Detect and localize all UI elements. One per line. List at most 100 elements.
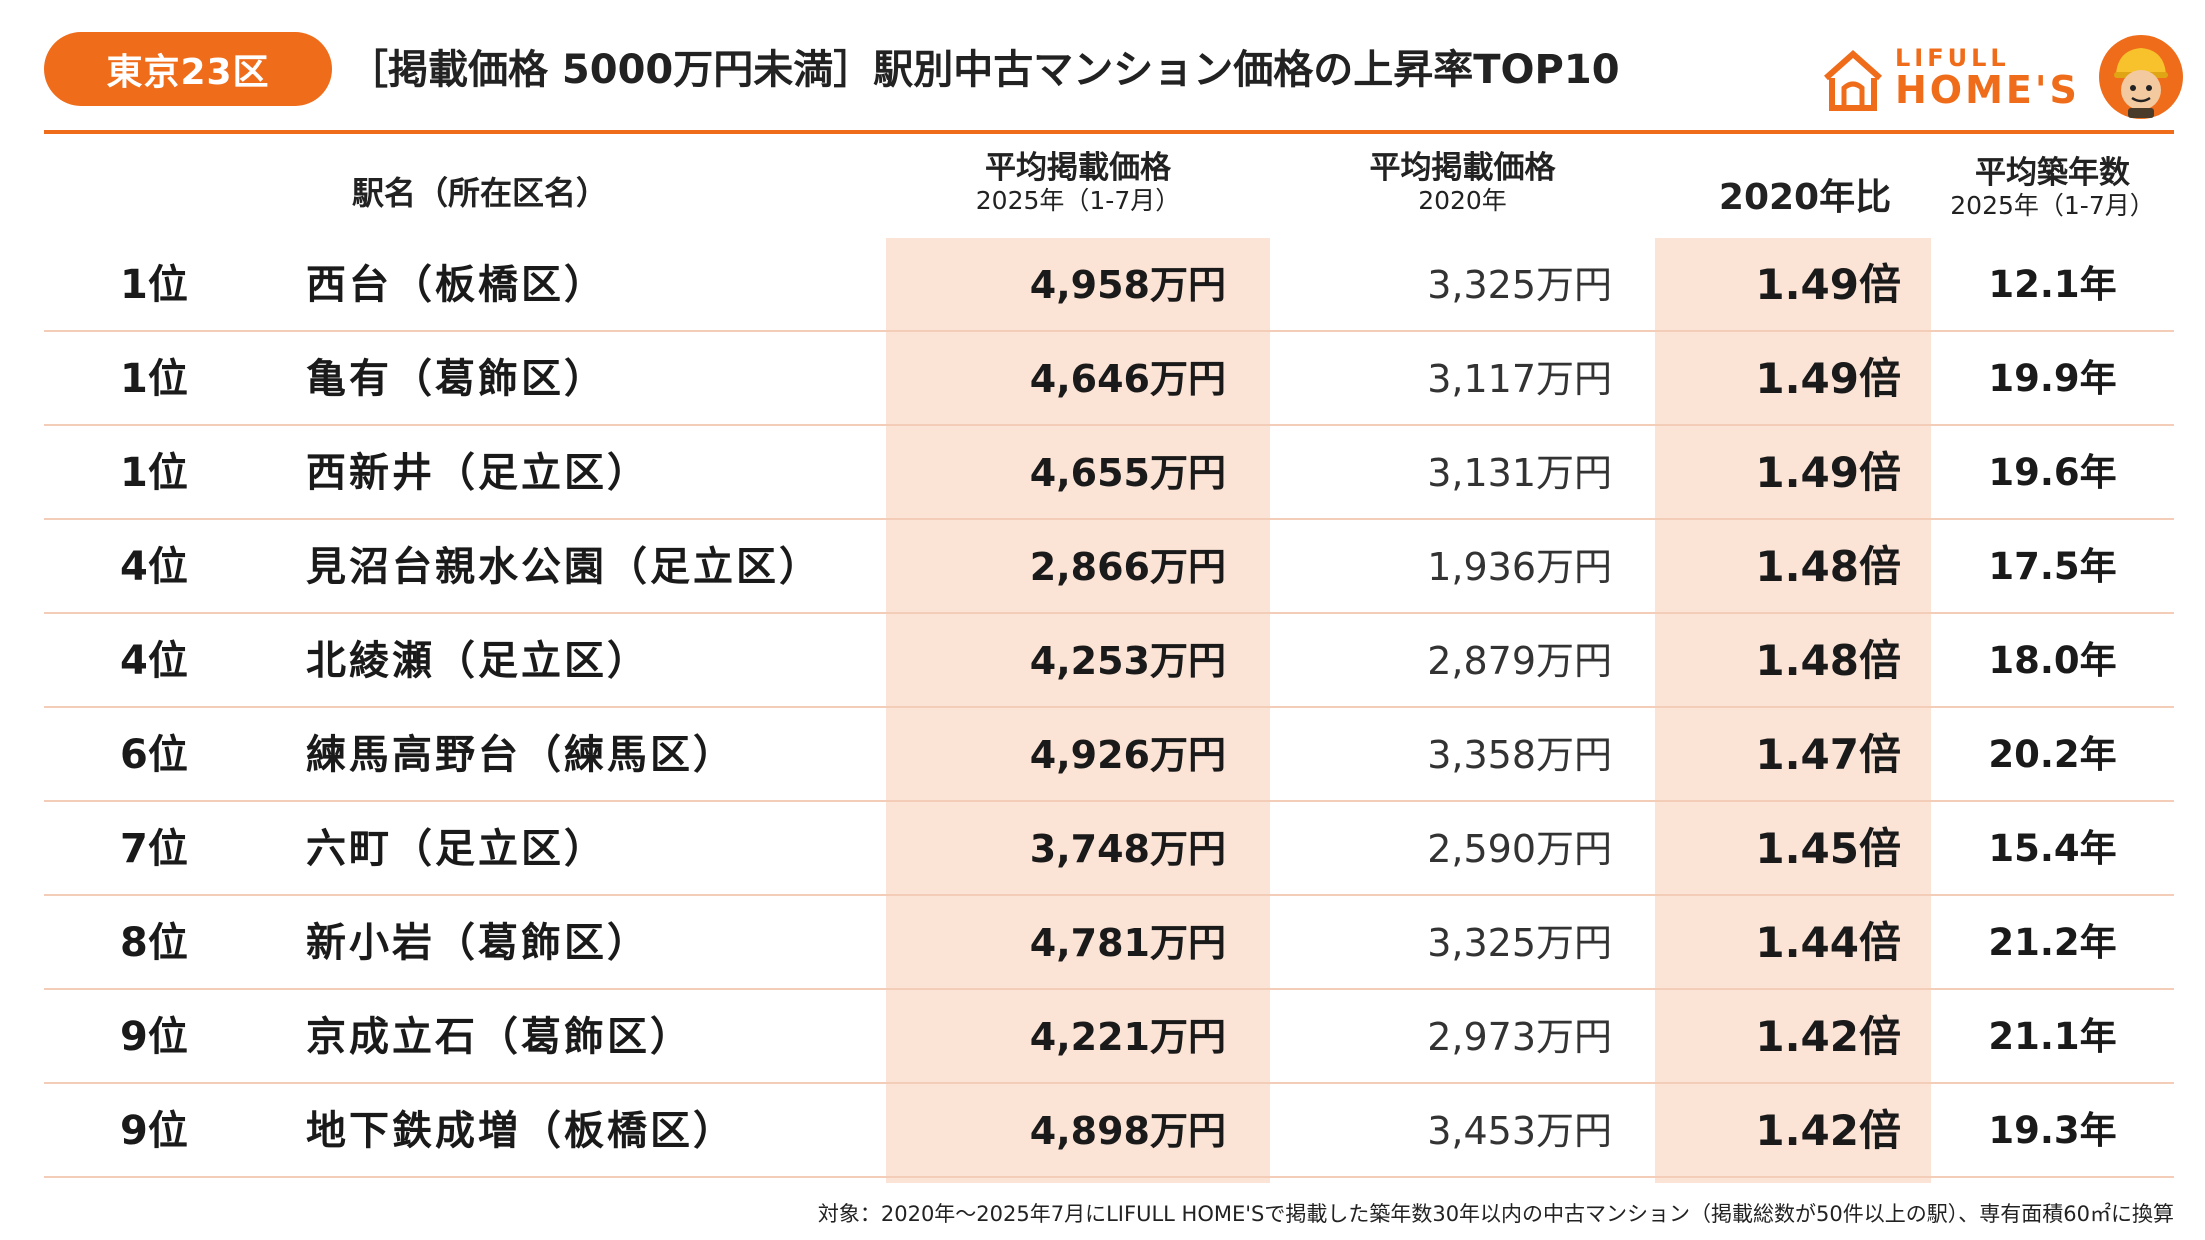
ratio-cell: 1.45倍	[1755, 824, 1901, 873]
rank-cell: 8位	[120, 920, 188, 966]
price-2025-cell: 4,655万円	[1029, 451, 1226, 495]
age-cell: 17.5年	[1988, 545, 2117, 588]
ratio-cell: 1.42倍	[1755, 1012, 1901, 1061]
price-2020-cell: 3,325万円	[1427, 921, 1612, 965]
station-cell: 京成立石（葛飾区）	[306, 1014, 693, 1060]
price-2020-cell: 1,936万円	[1427, 545, 1612, 589]
table-row: 7位 六町（足立区） 3,748万円 2,590万円 1.45倍 15.4年	[44, 802, 2174, 896]
highlight-column-ratio	[1655, 238, 1931, 1183]
column-header-station: 駅名（所在区名）	[351, 174, 608, 212]
rank-cell: 9位	[120, 1014, 188, 1060]
rank-cell: 4位	[120, 638, 188, 684]
column-header-price-2025-line2: 2025年（1-7月）	[975, 186, 1181, 215]
price-2025-cell: 2,866万円	[1029, 545, 1226, 589]
ratio-cell: 1.48倍	[1755, 636, 1901, 685]
price-2020-cell: 3,131万円	[1427, 451, 1612, 495]
rank-cell: 7位	[120, 826, 188, 872]
station-cell: 西台（板橋区）	[306, 262, 607, 308]
ratio-cell: 1.49倍	[1755, 260, 1901, 309]
column-header-price-2020: 平均掲載価格 2020年	[1270, 150, 1655, 216]
age-cell: 19.9年	[1988, 357, 2117, 400]
age-cell: 20.2年	[1988, 733, 2117, 776]
price-2020-cell: 3,117万円	[1427, 357, 1612, 401]
row-separator	[44, 988, 2174, 990]
header-divider	[44, 130, 2174, 134]
logo-text-top: LIFULL	[1895, 44, 2010, 72]
table-row: 9位 京成立石（葛飾区） 4,221万円 2,973万円 1.42倍 21.1年	[44, 990, 2174, 1084]
price-2025-cell: 4,781万円	[1029, 921, 1226, 965]
row-separator	[44, 330, 2174, 332]
station-cell: 西新井（足立区）	[306, 450, 650, 496]
house-logo-icon	[1824, 49, 1882, 111]
price-2020-cell: 3,358万円	[1427, 733, 1612, 777]
table-row: 1位 亀有（葛飾区） 4,646万円 3,117万円 1.49倍 19.9年	[44, 332, 2174, 426]
station-cell: 新小岩（葛飾区）	[306, 920, 650, 966]
column-header-price-2025: 平均掲載価格 2025年（1-7月）	[886, 150, 1270, 216]
rank-cell: 1位	[120, 262, 188, 308]
station-cell: 地下鉄成増（板橋区）	[306, 1108, 736, 1154]
table-row: 8位 新小岩（葛飾区） 4,781万円 3,325万円 1.44倍 21.2年	[44, 896, 2174, 990]
row-separator	[44, 1082, 2174, 1084]
age-cell: 15.4年	[1988, 827, 2117, 870]
ratio-cell: 1.49倍	[1755, 448, 1901, 497]
ratio-cell: 1.42倍	[1755, 1106, 1901, 1155]
row-separator	[44, 800, 2174, 802]
table-row: 1位 西台（板橋区） 4,958万円 3,325万円 1.49倍 12.1年	[44, 238, 2174, 332]
highlight-column-price-2025	[886, 238, 1270, 1183]
lifull-homes-logo: LIFULL HOME'S	[1820, 44, 2080, 114]
row-separator	[44, 1176, 2174, 1178]
logo-text-bottom: HOME'S	[1895, 68, 2080, 112]
footnote: 対象：2020年〜2025年7月にLIFULL HOME'Sで掲載した築年数30…	[817, 1202, 2174, 1226]
price-2025-cell: 4,926万円	[1029, 733, 1226, 777]
price-2025-cell: 4,646万円	[1029, 357, 1226, 401]
price-2025-cell: 4,221万円	[1029, 1015, 1226, 1059]
table-row: 1位 西新井（足立区） 4,655万円 3,131万円 1.49倍 19.6年	[44, 426, 2174, 520]
rank-cell: 6位	[120, 732, 188, 778]
table-row: 6位 練馬高野台（練馬区） 4,926万円 3,358万円 1.47倍 20.2年	[44, 708, 2174, 802]
ratio-cell: 1.44倍	[1755, 918, 1901, 967]
column-header-ratio: 2020年比	[1718, 177, 1892, 218]
price-2025-cell: 4,253万円	[1029, 639, 1226, 683]
station-cell: 北綾瀬（足立区）	[306, 638, 650, 684]
column-header-price-2020-line1: 平均掲載価格	[1369, 150, 1556, 186]
column-header-age-line2: 2025年（1-7月）	[1950, 191, 2155, 220]
price-2020-cell: 3,453万円	[1427, 1109, 1612, 1153]
price-2025-cell: 4,898万円	[1029, 1109, 1226, 1153]
rank-cell: 4位	[120, 544, 188, 590]
ratio-cell: 1.49倍	[1755, 354, 1901, 403]
column-header-age: 平均築年数 2025年（1-7月）	[1931, 155, 2174, 221]
price-2025-cell: 4,958万円	[1029, 263, 1226, 307]
row-separator	[44, 518, 2174, 520]
column-header-price-2020-line2: 2020年	[1418, 186, 1507, 215]
station-cell: 見沼台親水公園（足立区）	[306, 544, 822, 590]
row-separator	[44, 894, 2174, 896]
price-2020-cell: 2,590万円	[1427, 827, 1612, 871]
station-cell: 亀有（葛飾区）	[306, 356, 607, 402]
region-badge: 東京23区	[44, 32, 332, 106]
station-cell: 六町（足立区）	[306, 826, 607, 872]
age-cell: 19.3年	[1988, 1109, 2117, 1152]
age-cell: 18.0年	[1988, 639, 2117, 682]
row-separator	[44, 706, 2174, 708]
station-cell: 練馬高野台（練馬区）	[306, 732, 736, 778]
row-separator	[44, 612, 2174, 614]
age-cell: 19.6年	[1988, 451, 2117, 494]
table-row: 4位 見沼台親水公園（足立区） 2,866万円 1,936万円 1.48倍 17.5年	[44, 520, 2174, 614]
ratio-cell: 1.48倍	[1755, 542, 1901, 591]
price-2020-cell: 3,325万円	[1427, 263, 1612, 307]
rank-cell: 1位	[120, 450, 188, 496]
table-row: 9位 地下鉄成増（板橋区） 4,898万円 3,453万円 1.42倍 19.3年	[44, 1084, 2174, 1178]
price-2020-cell: 2,879万円	[1427, 639, 1612, 683]
age-cell: 12.1年	[1988, 263, 2117, 306]
price-2020-cell: 2,973万円	[1427, 1015, 1612, 1059]
rank-cell: 1位	[120, 356, 188, 402]
column-header-age-line1: 平均築年数	[1975, 155, 2130, 191]
table-row: 4位 北綾瀬（足立区） 4,253万円 2,879万円 1.48倍 18.0年	[44, 614, 2174, 708]
ratio-cell: 1.47倍	[1755, 730, 1901, 779]
price-2025-cell: 3,748万円	[1029, 827, 1226, 871]
age-cell: 21.1年	[1988, 1015, 2117, 1058]
rank-cell: 9位	[120, 1108, 188, 1154]
age-cell: 21.2年	[1988, 921, 2117, 964]
column-header-price-2025-line1: 平均掲載価格	[985, 150, 1171, 186]
chart-title: ［掲載価格 5000万円未満］駅別中古マンション価格の上昇率TOP10	[348, 47, 1620, 93]
